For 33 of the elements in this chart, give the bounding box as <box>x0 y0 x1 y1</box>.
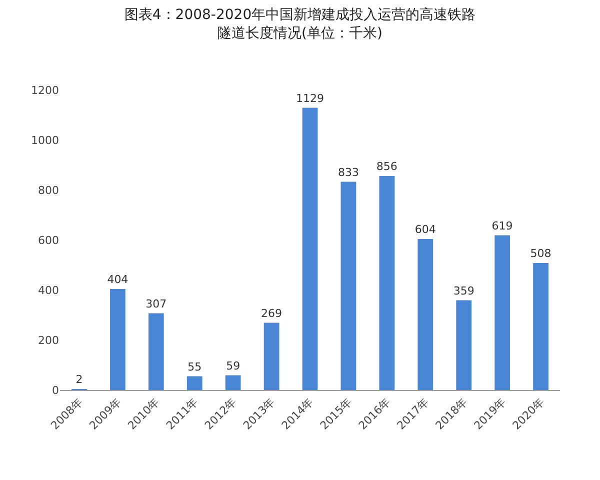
bar <box>264 322 280 390</box>
bar <box>379 176 395 390</box>
data-label: 59 <box>226 359 240 372</box>
bar <box>340 182 356 390</box>
bar <box>456 300 472 390</box>
y-tick-label: 1200 <box>31 84 59 97</box>
bar <box>418 239 434 390</box>
bar <box>302 108 318 390</box>
data-label: 307 <box>146 297 167 310</box>
data-label: 55 <box>188 360 202 374</box>
bar <box>494 235 510 390</box>
y-tick-label: 200 <box>38 334 59 347</box>
bar <box>533 263 548 390</box>
y-tick-label: 1000 <box>31 134 59 147</box>
data-label: 269 <box>261 306 282 320</box>
data-label: 1129 <box>296 92 324 105</box>
data-label: 619 <box>492 219 513 232</box>
bar <box>110 289 126 390</box>
bar <box>225 375 241 390</box>
bar <box>148 313 164 390</box>
data-label: 604 <box>414 223 436 236</box>
y-tick-label: 0 <box>52 384 59 397</box>
data-label: 833 <box>338 166 359 179</box>
data-label: 856 <box>376 160 398 173</box>
chart-title: 图表4：2008-2020年中国新增建成投入运营的高速铁路隧道长度情况(单位：千米) <box>124 7 476 42</box>
data-label: 2 <box>76 373 83 386</box>
bar <box>186 376 202 390</box>
y-tick-label: 800 <box>38 184 59 197</box>
data-label: 359 <box>453 284 474 298</box>
data-label: 508 <box>530 247 552 260</box>
y-tick-label: 400 <box>38 284 59 297</box>
data-label: 404 <box>107 273 128 286</box>
y-tick-label: 600 <box>38 234 59 247</box>
